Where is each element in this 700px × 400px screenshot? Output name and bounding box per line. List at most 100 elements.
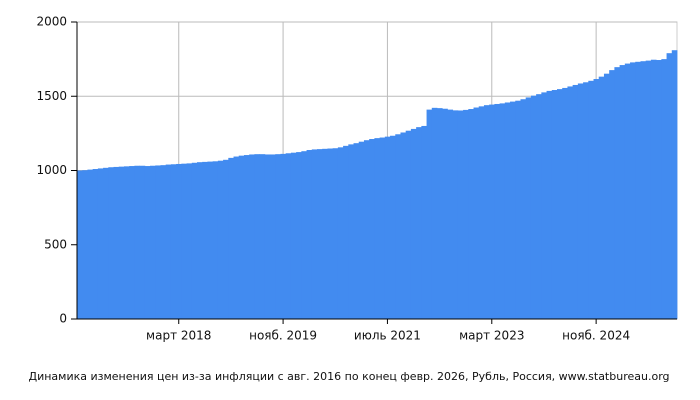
area-column (197, 162, 203, 319)
area-column (243, 155, 250, 319)
area-column (536, 94, 542, 320)
area-column (202, 161, 208, 319)
area-column (421, 125, 427, 319)
area-column (650, 59, 657, 320)
area-column (635, 61, 641, 319)
area-column (489, 104, 495, 319)
y-tick-label: 1000 (36, 163, 67, 177)
y-tick-label: 2000 (36, 15, 67, 29)
area-column (254, 154, 261, 319)
area-column (259, 154, 266, 319)
area-column (170, 164, 177, 319)
area-column (92, 169, 99, 319)
area-column (155, 165, 161, 319)
area-column (614, 67, 621, 319)
area-column (322, 148, 328, 319)
area-column (238, 155, 245, 319)
area-column (306, 150, 313, 319)
area-column (363, 140, 370, 319)
area-column (374, 138, 381, 319)
area-column (666, 53, 673, 320)
area-column (181, 163, 187, 319)
area-column (478, 106, 485, 320)
area-column (191, 162, 198, 319)
area-column (520, 99, 527, 319)
area-column (296, 152, 302, 319)
area-column (217, 160, 224, 319)
area-column (656, 60, 662, 320)
area-column (384, 136, 391, 319)
area-column (123, 166, 130, 319)
area-column (233, 156, 240, 319)
area-column (186, 163, 193, 319)
area-column (82, 170, 88, 319)
area-column (583, 82, 589, 319)
area-column (390, 135, 396, 319)
y-tick-label: 1500 (36, 89, 67, 103)
area-column (264, 154, 271, 319)
area-column (290, 152, 297, 319)
area-column (645, 60, 652, 320)
area-column (416, 127, 422, 319)
x-tick-label: нояб. 2024 (562, 329, 630, 343)
area-column (369, 139, 375, 319)
area-column (515, 100, 521, 319)
area-column (332, 148, 339, 319)
area-column (165, 164, 172, 319)
area-column (150, 165, 156, 319)
area-column (619, 65, 626, 319)
area-column (223, 159, 229, 319)
y-tick-label: 0 (59, 312, 67, 326)
area-column (176, 163, 182, 319)
area-column (275, 154, 281, 319)
area-column (317, 149, 323, 319)
area-column (160, 165, 167, 319)
area-column (400, 132, 407, 319)
area-column (249, 154, 255, 319)
area-column (447, 109, 454, 320)
area-column (598, 76, 605, 319)
area-column (379, 137, 386, 319)
area-column (353, 143, 360, 319)
area-column (77, 170, 83, 319)
area-column (405, 130, 412, 319)
area-column (410, 128, 417, 319)
area-column (593, 79, 600, 319)
area-column (499, 103, 506, 320)
area-column (473, 107, 480, 319)
area-column (87, 169, 94, 319)
area-column (452, 110, 459, 319)
area-column (212, 161, 219, 319)
area-column (343, 145, 349, 319)
area-column (457, 110, 464, 319)
area-column (609, 70, 615, 319)
x-tick-label: март 2023 (459, 329, 524, 343)
area-column (442, 108, 448, 319)
area-column (541, 92, 547, 319)
area-column (144, 166, 151, 319)
area-column (118, 166, 125, 319)
area-column (671, 50, 678, 320)
area-column (557, 89, 563, 319)
area-column (483, 105, 490, 319)
area-column (567, 86, 574, 319)
area-column (348, 144, 354, 319)
area-column (134, 165, 141, 319)
area-column (577, 83, 584, 319)
area-column (270, 154, 276, 319)
area-column (572, 84, 579, 320)
area-column (337, 147, 344, 319)
area-column (108, 167, 114, 319)
area-column (588, 80, 594, 319)
area-column (207, 161, 214, 319)
area-column (530, 95, 537, 319)
area-column (113, 166, 120, 319)
area-column (97, 168, 104, 319)
x-tick-label: нояб. 2019 (249, 329, 317, 343)
area-column (661, 59, 667, 319)
area-column (525, 97, 532, 319)
area-column (630, 62, 636, 319)
area-column (139, 165, 146, 319)
area-column (431, 107, 438, 319)
